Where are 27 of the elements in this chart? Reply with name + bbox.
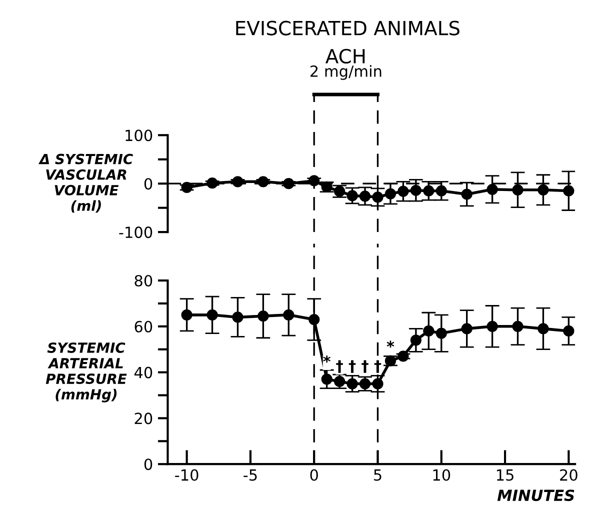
annotation: †: [374, 360, 382, 373]
annotation: †: [348, 360, 356, 373]
x-tick-label: -10: [175, 469, 198, 481]
x-tick-label: -5: [244, 469, 257, 481]
annotation: *: [323, 355, 331, 363]
x-tick-label: 10: [433, 469, 450, 481]
y-tick-label: 100: [126, 130, 152, 142]
x-axis-title: MINUTES: [497, 490, 574, 502]
y-axis-title: SYSTEMIC ARTERIAL PRESSURE (mmHg): [46, 342, 127, 402]
y-tick-label: 80: [134, 274, 152, 287]
y-tick-label: 0: [144, 458, 152, 470]
text: 2 mg/min: [310, 65, 382, 80]
y-tick-label: 20: [134, 412, 152, 424]
chart-title: EVISCERATED ANIMALS: [236, 20, 460, 36]
y-axis-title: Δ SYSTEMIC VASCULAR VOLUME (ml): [38, 154, 134, 213]
annotation: †: [362, 360, 368, 373]
y-tick-label: 0: [144, 178, 152, 190]
annotation: *: [386, 340, 394, 348]
y-tick-label: -100: [119, 226, 152, 238]
x-tick-label: 5: [374, 469, 382, 481]
annotation: †: [336, 360, 343, 373]
y-tick-label: 40: [134, 366, 152, 378]
y-tick-label: 60: [134, 320, 152, 332]
text: ACH: [325, 48, 365, 64]
x-tick-label: 20: [560, 469, 578, 481]
x-tick-label: 15: [496, 469, 514, 481]
x-tick-label: 0: [310, 469, 318, 481]
